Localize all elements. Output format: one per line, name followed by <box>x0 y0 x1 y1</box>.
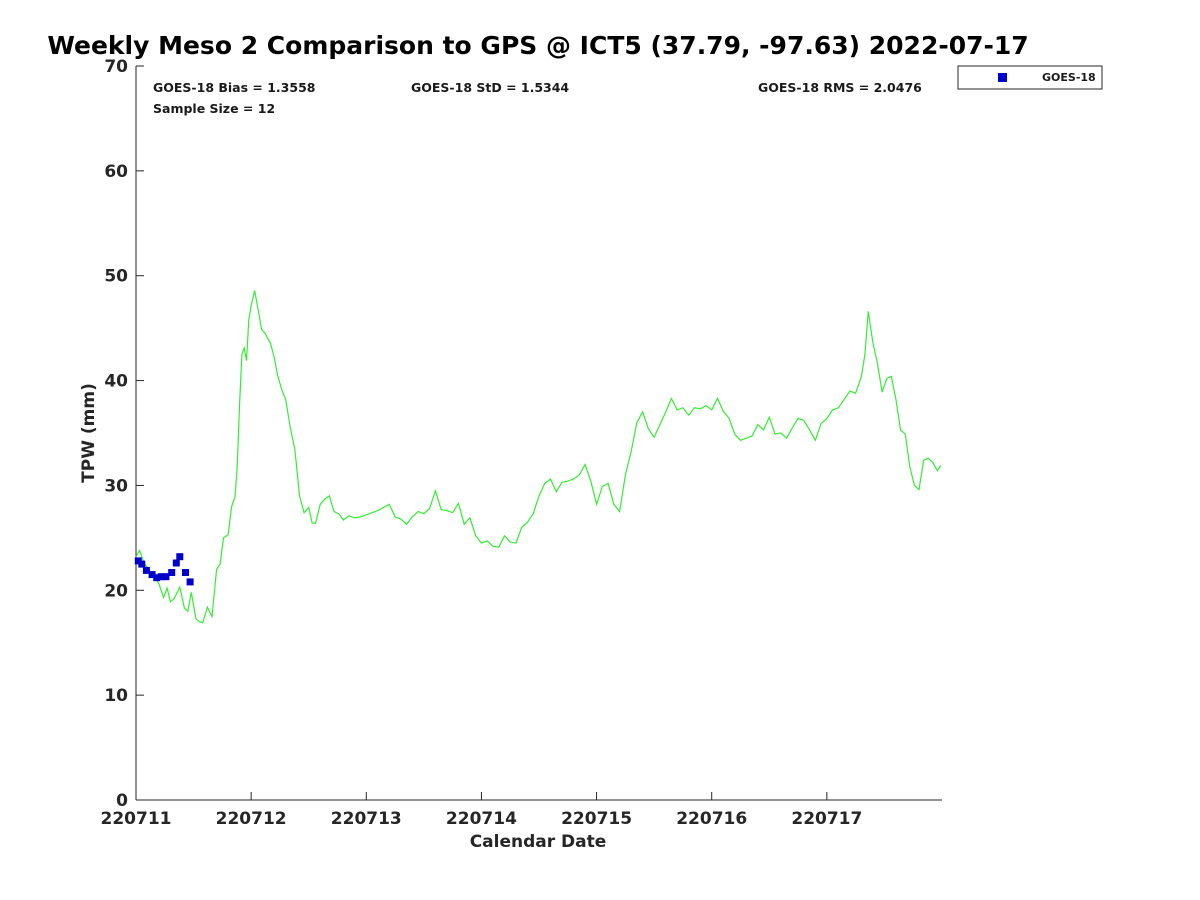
gps-tpw-line <box>135 290 942 624</box>
axes <box>135 66 942 801</box>
y-tick-label: 0 <box>116 791 128 811</box>
x-tick-label: 220717 <box>791 809 862 829</box>
x-tick-label: 220712 <box>216 809 287 829</box>
goes-18-point <box>176 553 184 561</box>
goes-18-point <box>162 573 170 581</box>
x-axis-label: Calendar Date <box>470 832 607 852</box>
stat-sample-size: Sample Size = 12 <box>153 101 275 116</box>
goes-18-point <box>186 578 194 586</box>
y-tick-label: 50 <box>104 267 128 287</box>
y-tick-label: 40 <box>104 372 128 392</box>
legend: GOES-18 <box>957 65 1103 90</box>
goes-18-point <box>168 569 176 576</box>
y-tick-label: 10 <box>104 686 128 706</box>
stat-bias: GOES-18 Bias = 1.3558 <box>153 80 315 95</box>
goes-18-point <box>153 574 161 582</box>
plot-area <box>134 290 942 624</box>
x-tick-label: 220713 <box>331 809 402 829</box>
goes-18-point <box>182 569 189 576</box>
y-tick-label: 70 <box>104 57 128 77</box>
x-tick-label: 220716 <box>676 809 747 829</box>
x-tick-label: 220714 <box>446 809 517 829</box>
y-tick-label: 30 <box>104 476 128 496</box>
x-tick-label: 220711 <box>101 809 172 829</box>
goes-18-point <box>148 571 156 579</box>
stat-rms: GOES-18 RMS = 2.0476 <box>758 80 922 95</box>
y-tick-label: 60 <box>104 162 128 182</box>
goes-18-point <box>172 559 180 567</box>
chart-title: Weekly Meso 2 Comparison to GPS @ ICT5 (… <box>47 31 1028 60</box>
stats-annotations: GOES-18 Bias = 1.3558 GOES-18 StD = 1.53… <box>153 80 922 116</box>
legend-label-goes-18: GOES-18 <box>1042 71 1096 84</box>
x-tick-label: 220715 <box>561 809 632 829</box>
y-ticks: 0 10 20 30 40 50 60 70 <box>104 57 144 811</box>
stat-std: GOES-18 StD = 1.5344 <box>411 80 569 95</box>
y-tick-label: 20 <box>104 581 128 601</box>
legend-marker-square <box>998 73 1007 82</box>
goes-18-point <box>157 573 165 581</box>
goes-18-point <box>138 560 146 568</box>
goes-18-points <box>134 553 194 586</box>
x-ticks: 220711 220712 220713 220714 220715 220716 2207… <box>101 792 862 829</box>
legend-box <box>957 65 1103 90</box>
y-axis-label: TPW (mm) <box>79 383 99 483</box>
goes-18-point <box>142 566 150 574</box>
